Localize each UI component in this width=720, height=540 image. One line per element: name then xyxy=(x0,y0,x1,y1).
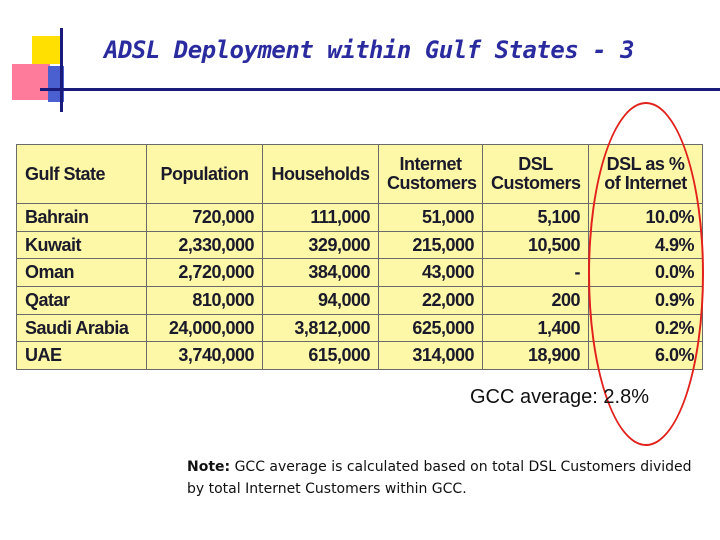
cell-dsl: 200 xyxy=(482,285,589,315)
cell-households: 615,000 xyxy=(262,341,379,370)
header-dsl-line1: DSL xyxy=(518,154,553,175)
decor-horizontal-line xyxy=(40,88,720,91)
cell-population: 810,000 xyxy=(146,285,263,315)
highlight-circle xyxy=(588,102,704,446)
cell-internet: 215,000 xyxy=(378,230,483,260)
cell-households: 384,000 xyxy=(262,258,379,287)
cell-state: Bahrain xyxy=(16,203,147,232)
cell-households: 111,000 xyxy=(262,203,379,232)
cell-population: 24,000,000 xyxy=(146,313,263,343)
cell-internet: 625,000 xyxy=(378,313,483,343)
header-gulf-state: Gulf State xyxy=(16,144,147,204)
cell-population: 2,720,000 xyxy=(146,258,263,287)
cell-dsl: 10,500 xyxy=(482,230,589,260)
cell-households: 94,000 xyxy=(262,285,379,315)
cell-population: 2,330,000 xyxy=(146,230,263,260)
cell-internet: 314,000 xyxy=(378,341,483,370)
cell-internet: 51,000 xyxy=(378,203,483,232)
cell-population: 720,000 xyxy=(146,203,263,232)
gcc-average-label: GCC average: 2.8% xyxy=(470,386,649,408)
header-internet-line1: Internet xyxy=(399,154,462,175)
cell-dsl: 5,100 xyxy=(482,203,589,232)
cell-internet: 43,000 xyxy=(378,258,483,287)
cell-state: UAE xyxy=(16,341,147,370)
header-population: Population xyxy=(146,144,263,204)
cell-dsl: - xyxy=(482,258,589,287)
slide-title: ADSL Deployment within Gulf States - 3 xyxy=(104,36,635,64)
decor-yellow-square xyxy=(32,36,62,64)
header-dsl-line2: Customers xyxy=(491,173,581,193)
header-internet-line2: Customers xyxy=(387,173,477,193)
header-internet-customers: Internet Customers xyxy=(378,144,483,204)
footnote: Note: GCC average is calculated based on… xyxy=(187,456,707,500)
header-households: Households xyxy=(262,144,379,204)
header-dsl-customers: DSL Customers xyxy=(482,144,589,204)
cell-state: Qatar xyxy=(16,285,147,315)
decor-pink-square xyxy=(12,64,50,100)
cell-households: 329,000 xyxy=(262,230,379,260)
cell-households: 3,812,000 xyxy=(262,313,379,343)
cell-dsl: 1,400 xyxy=(482,313,589,343)
cell-state: Oman xyxy=(16,258,147,287)
footnote-text: GCC average is calculated based on total… xyxy=(187,459,692,497)
decor-vertical-line xyxy=(60,28,63,112)
cell-internet: 22,000 xyxy=(378,285,483,315)
cell-state: Kuwait xyxy=(16,230,147,260)
table-row: Kuwait 2,330,000 329,000 215,000 10,500 … xyxy=(16,230,703,260)
footnote-label: Note: xyxy=(187,459,231,475)
cell-dsl: 18,900 xyxy=(482,341,589,370)
table-row: Bahrain 720,000 111,000 51,000 5,100 10.… xyxy=(16,203,703,232)
cell-population: 3,740,000 xyxy=(146,341,263,370)
cell-state: Saudi Arabia xyxy=(16,313,147,343)
